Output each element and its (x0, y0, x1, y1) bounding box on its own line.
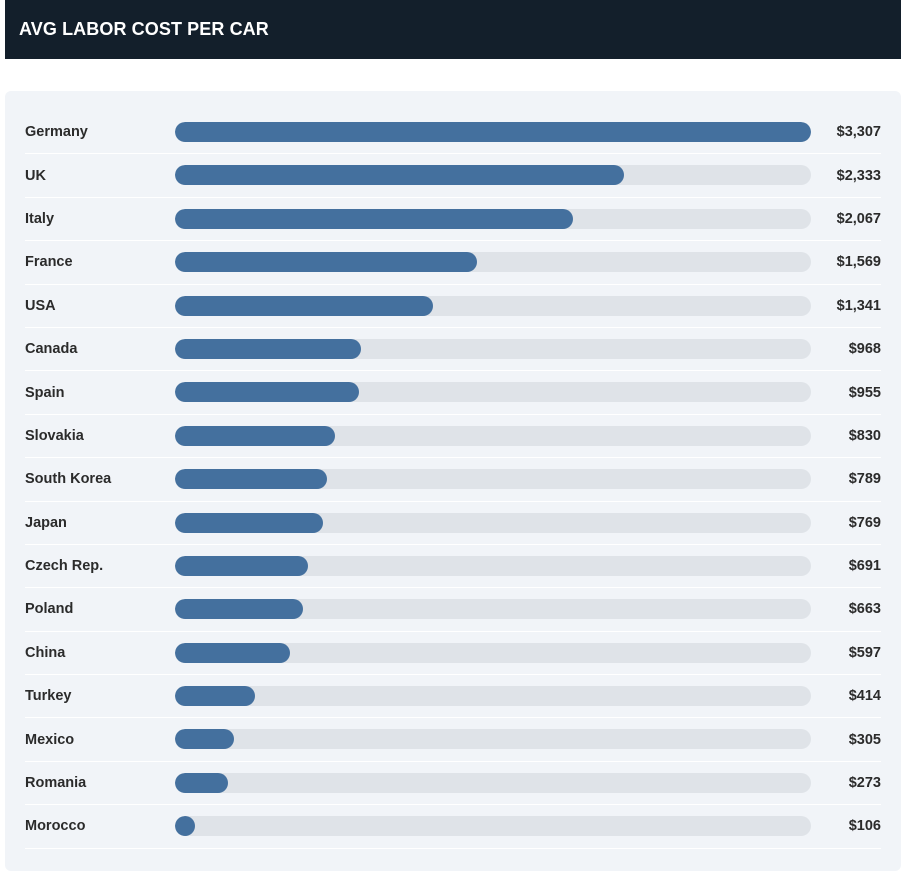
bar-row: Germany $3,307 (25, 111, 881, 155)
data-label: $2,067 (836, 210, 881, 227)
bar (175, 686, 255, 707)
bar (175, 295, 433, 316)
bar (175, 512, 323, 533)
data-label: $2,333 (836, 167, 881, 184)
bar-track (175, 599, 811, 620)
bar-track (175, 469, 811, 490)
data-label: $414 (848, 688, 881, 705)
data-label: $1,341 (836, 297, 881, 314)
bar-track (175, 816, 811, 837)
bar-track (175, 165, 811, 186)
bar-track (175, 512, 811, 533)
bar-track (175, 642, 811, 663)
data-label: $769 (848, 514, 881, 531)
bar (175, 599, 303, 620)
data-label: $1,569 (836, 254, 881, 271)
chart-title: AVG LABOR COST PER CAR (19, 19, 269, 39)
data-label: $663 (848, 601, 881, 618)
chart-header: AVG LABOR COST PER CAR (5, 0, 901, 59)
category-label: Italy (25, 210, 55, 227)
category-label: Poland (25, 601, 74, 618)
bar (175, 816, 196, 837)
bar-row: South Korea $789 (25, 458, 881, 502)
bar (175, 425, 335, 446)
bar-track (175, 772, 811, 793)
bar (175, 642, 290, 663)
category-label: South Korea (25, 471, 112, 488)
bar-track (175, 252, 811, 273)
bar-track (175, 425, 811, 446)
category-label: France (25, 254, 73, 271)
bar-row: Poland $663 (25, 588, 881, 632)
bar-track (175, 122, 811, 142)
bar-rows: Germany $3,307 UK $2,333 Italy $2,067 France $1… (25, 111, 881, 849)
bar-track (175, 382, 811, 403)
category-label: UK (25, 167, 46, 184)
bar-row: Turkey $414 (25, 675, 881, 719)
bar-row: Morocco $106 (25, 805, 881, 849)
bar (175, 772, 228, 793)
bar (175, 252, 477, 273)
bar-track (175, 208, 811, 229)
category-label: Romania (25, 775, 87, 792)
category-label: Mexico (25, 731, 75, 748)
data-label: $273 (848, 775, 881, 792)
bar-row: UK $2,333 (25, 154, 881, 198)
bar (175, 208, 573, 229)
bar-row: Mexico $305 (25, 718, 881, 762)
bar (175, 122, 811, 142)
bar-track (175, 686, 811, 707)
bar-track (175, 295, 811, 316)
bar-track (175, 555, 811, 576)
category-label: Germany (25, 124, 88, 141)
bar-row: China $597 (25, 632, 881, 676)
data-label: $305 (848, 731, 881, 748)
chart-card: Germany $3,307 UK $2,333 Italy $2,067 France $1… (5, 91, 901, 871)
bar-row: Romania $273 (25, 762, 881, 806)
data-label: $830 (848, 427, 881, 444)
category-label: USA (25, 297, 56, 314)
data-label: $3,307 (836, 124, 881, 141)
bar (175, 469, 327, 490)
category-label: Turkey (25, 688, 72, 705)
bar-row: Slovakia $830 (25, 415, 881, 459)
data-label: $789 (848, 471, 881, 488)
bar (175, 165, 624, 186)
data-label: $106 (848, 818, 881, 835)
category-label: Canada (25, 341, 78, 358)
bar-row: Spain $955 (25, 371, 881, 415)
bar-track (175, 729, 811, 750)
bar-row: Czech Rep. $691 (25, 545, 881, 589)
bar (175, 555, 308, 576)
category-label: Czech Rep. (25, 558, 104, 575)
bar-row: Italy $2,067 (25, 198, 881, 242)
bar-track (175, 338, 811, 359)
bar-row: Canada $968 (25, 328, 881, 372)
data-label: $597 (848, 644, 881, 661)
bar-row: France $1,569 (25, 241, 881, 285)
data-label: $955 (848, 384, 881, 401)
category-label: Spain (25, 384, 65, 401)
category-label: Slovakia (25, 427, 84, 444)
category-label: China (25, 644, 66, 661)
bar (175, 338, 362, 359)
bar-row: USA $1,341 (25, 285, 881, 328)
category-label: Japan (25, 514, 67, 531)
data-label: $691 (848, 558, 881, 575)
bar-row: Japan $769 (25, 502, 881, 545)
bar (175, 729, 234, 750)
bar (175, 382, 359, 403)
category-label: Morocco (25, 818, 86, 835)
data-label: $968 (848, 341, 881, 358)
